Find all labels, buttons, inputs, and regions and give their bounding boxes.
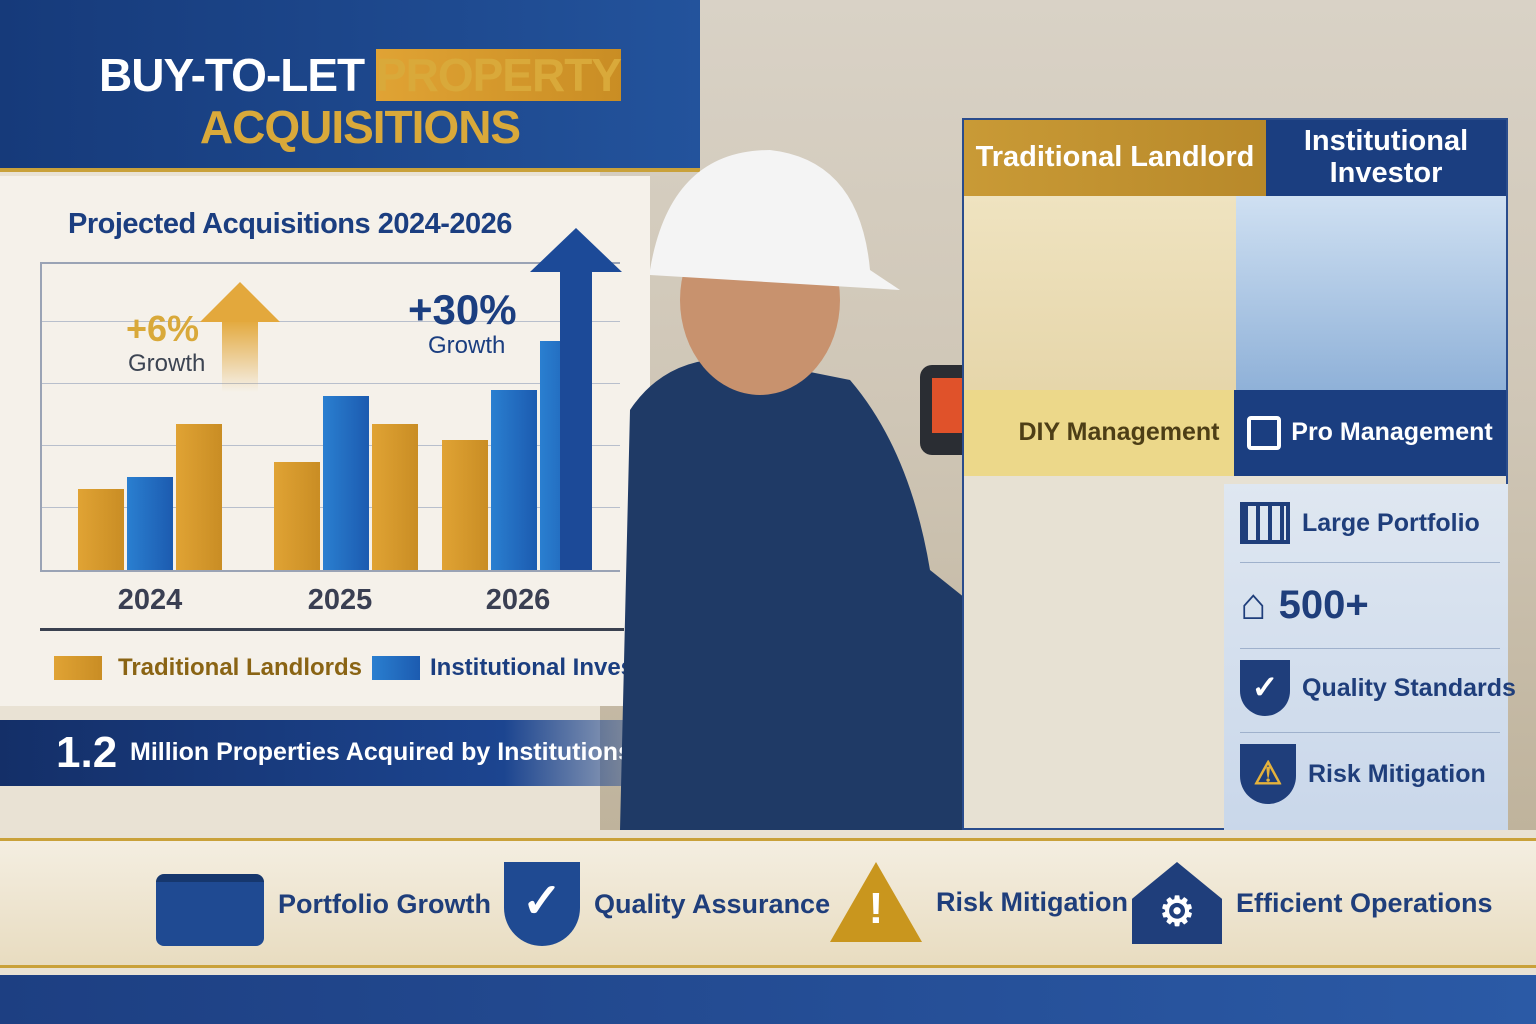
footer-band xyxy=(0,975,1536,1024)
inspector-illustration xyxy=(620,150,1050,830)
bar-2026-2 xyxy=(491,390,537,570)
house-gear-icon: ⚙ xyxy=(1132,862,1222,944)
annotation-6pct: +6% xyxy=(126,308,200,349)
header-institutional-investor: Institutional Investor xyxy=(1266,120,1506,196)
gridline xyxy=(42,321,620,322)
legend-divider xyxy=(40,628,624,631)
annotation-6pct-label: Growth xyxy=(128,350,206,377)
benefit-risk-mitigation: ! Risk Mitigation xyxy=(830,862,1128,942)
stat-banner xyxy=(0,720,720,786)
bar-2024-2 xyxy=(127,477,173,570)
tag-pro-management: Pro Management xyxy=(1234,390,1506,476)
title-gold: PROPERTY xyxy=(375,49,622,101)
gridline xyxy=(42,383,620,384)
benefit-quality-assurance: ✓ Quality Assurance xyxy=(504,862,830,946)
divider xyxy=(1240,732,1500,733)
title-white: BUY-TO-LET xyxy=(99,49,365,101)
benefit-efficient-operations: ⚙ Efficient Operations xyxy=(1132,862,1493,944)
growth-arrow-blue-icon xyxy=(530,228,622,272)
shield-check-icon: ✓ xyxy=(1240,660,1290,716)
bar-2024-3 xyxy=(176,424,222,570)
bar-2025-2 xyxy=(323,396,369,570)
divider xyxy=(1240,648,1500,649)
annotation-30pct-label: Growth xyxy=(428,332,506,359)
hard-hat-icon xyxy=(650,150,900,290)
legend-swatch-institutional xyxy=(372,656,420,680)
growth-arrow-gold-icon xyxy=(200,282,280,322)
building-grid-icon xyxy=(1240,502,1290,544)
divider xyxy=(1240,562,1500,563)
tag-diy-management: DIY Management xyxy=(964,390,1234,476)
bar-2025-1 xyxy=(274,461,320,570)
benefit-portfolio-growth: Portfolio Growth xyxy=(156,862,491,946)
legend-label-traditional: Traditional Landlords xyxy=(118,654,363,681)
briefcase-icon xyxy=(156,874,264,946)
header-traditional-landlord: Traditional Landlord xyxy=(964,120,1266,196)
bar-2026-1 xyxy=(442,439,488,570)
annotation-30pct: +30% xyxy=(408,286,517,333)
growth-arrow-blue-shaft xyxy=(560,270,592,570)
house-icon: ⌂ xyxy=(1240,580,1267,629)
feature-500-plus: ⌂ 500+ xyxy=(1240,580,1369,629)
chart-title: Projected Acquisitions 2024-2026 xyxy=(68,208,512,240)
shield-warning-icon: ⚠ xyxy=(1240,744,1296,804)
landlord-photo xyxy=(964,196,1236,390)
shield-check-icon: ✓ xyxy=(504,862,580,946)
bar-2025-3 xyxy=(372,424,418,570)
page-title-line2: ACQUISITIONS xyxy=(199,101,521,153)
feature-large-portfolio: Large Portfolio xyxy=(1240,502,1480,544)
stat-number: 1.2 xyxy=(56,728,118,777)
x-tick-label: 2024 xyxy=(117,584,183,616)
growth-arrow-gold-shaft xyxy=(222,320,258,392)
legend-swatch-traditional xyxy=(54,656,102,680)
skyscraper-photo xyxy=(1236,196,1506,390)
x-tick-label: 2026 xyxy=(485,584,551,616)
warning-triangle-icon: ! xyxy=(830,862,922,942)
x-tick-label: 2025 xyxy=(307,584,373,616)
clipboard-icon xyxy=(1247,416,1282,450)
bar-2024-1 xyxy=(78,489,124,570)
feature-risk-mitigation: ⚠ Risk Mitigation xyxy=(1240,744,1486,804)
feature-quality-standards: ✓ Quality Standards xyxy=(1240,660,1516,716)
page-title-line1: BUY-TO-LET PROPERTY xyxy=(40,48,680,102)
inspector-jacket xyxy=(620,358,1050,830)
